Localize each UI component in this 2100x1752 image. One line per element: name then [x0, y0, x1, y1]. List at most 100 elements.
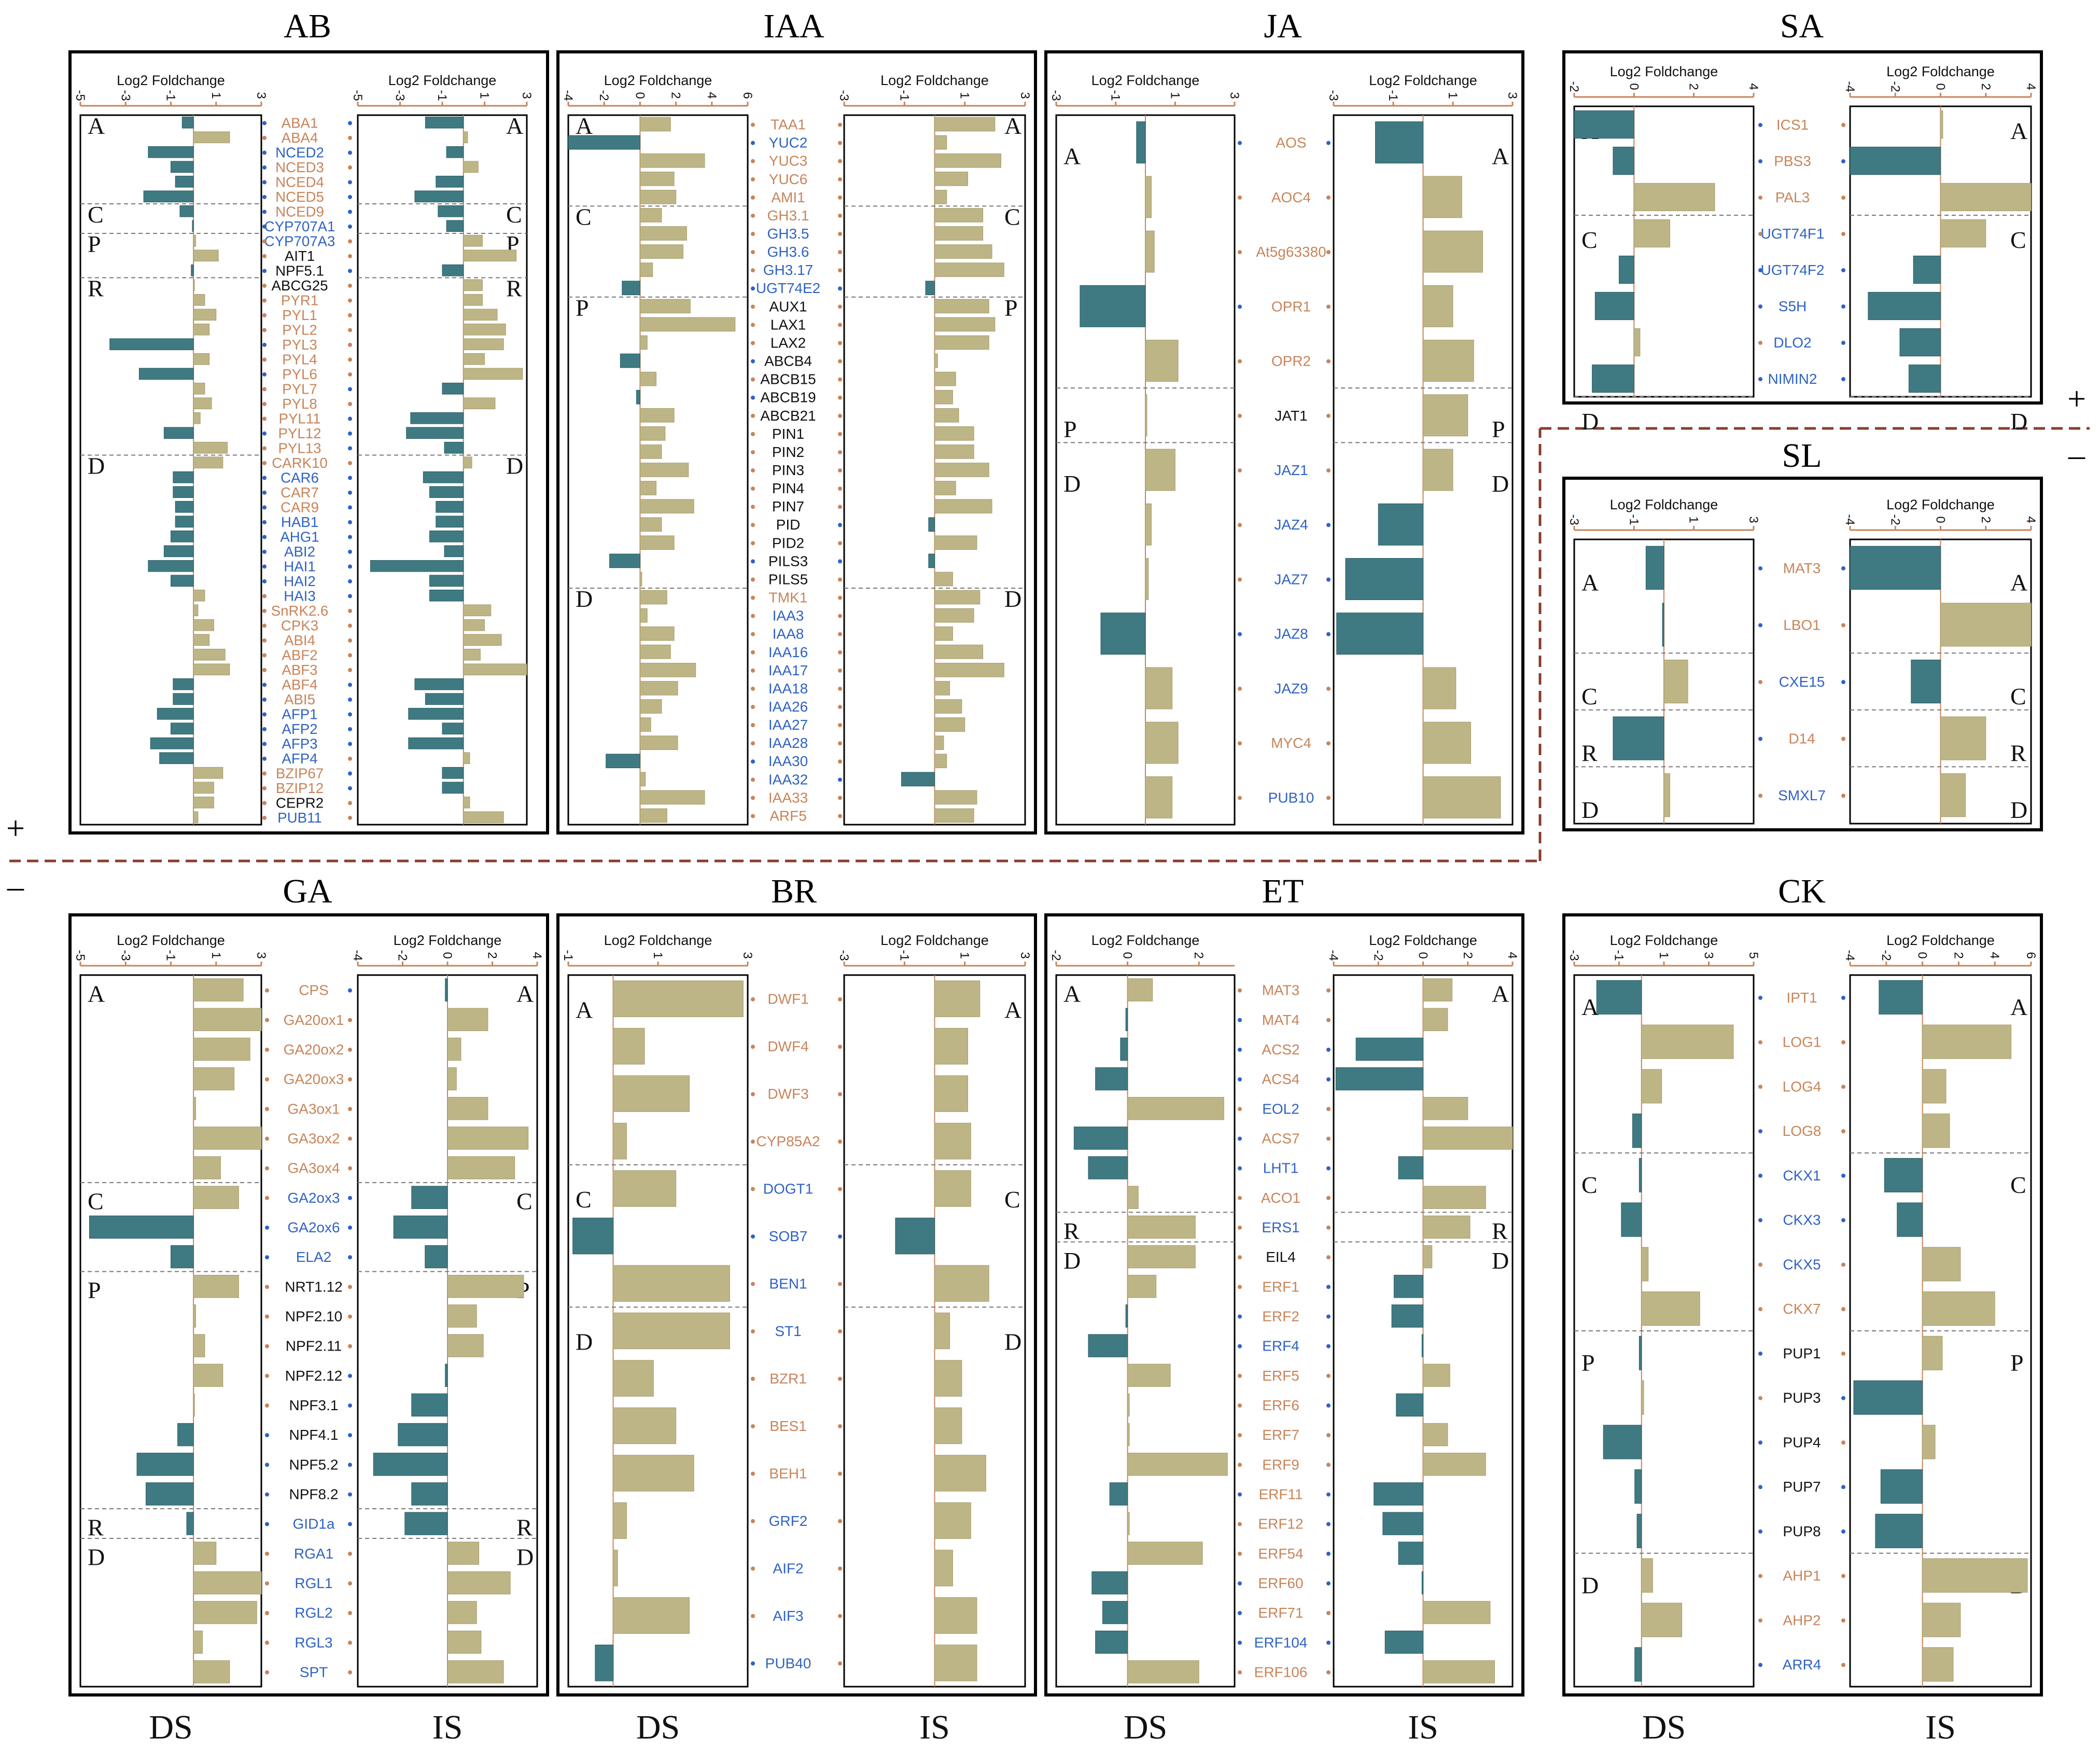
bar [411, 1393, 448, 1417]
significance-dot [751, 341, 755, 345]
panel-ds: Log2 Foldchange -3 -1 1 3 A P D [1049, 73, 1241, 826]
bar [1853, 1380, 1923, 1415]
significance-dot [751, 195, 755, 200]
gene-label: CKX5 [1783, 1256, 1821, 1272]
gene-label: CXE15 [1779, 674, 1825, 690]
gene-label: BEN1 [769, 1276, 807, 1292]
gene-label: YUC6 [769, 171, 808, 187]
gene-label: TAA1 [771, 117, 806, 133]
group-label: A [576, 996, 593, 1023]
bar [193, 412, 201, 424]
gene-label: JAZ1 [1274, 462, 1308, 478]
bar [447, 1156, 515, 1179]
bar [193, 1393, 195, 1417]
axis-caption: Log2 Foldchange [1886, 933, 1995, 948]
group-label: D [576, 586, 593, 612]
bar [1645, 546, 1664, 590]
bar [934, 735, 944, 750]
bar [1423, 285, 1453, 327]
bar [639, 463, 689, 477]
significance-dot [1758, 1663, 1762, 1667]
gene-label: ABCB4 [764, 353, 812, 369]
bar [639, 426, 666, 441]
bar [1336, 613, 1423, 655]
bar [639, 244, 683, 259]
bar [934, 1360, 962, 1397]
bar [1073, 1127, 1128, 1150]
significance-dot [838, 177, 842, 182]
significance-dot [1238, 141, 1242, 145]
gene-label: IAA26 [768, 699, 808, 715]
gene-label: NPF3.1 [289, 1397, 339, 1413]
significance-dot [838, 1661, 842, 1666]
gene-label: NPF8.2 [289, 1486, 339, 1502]
significance-dot [1758, 1574, 1762, 1578]
bar [159, 752, 194, 764]
gene-label: HAB1 [281, 514, 318, 530]
bar [1423, 230, 1483, 273]
bar [370, 560, 464, 572]
gene-label: ARR4 [1783, 1657, 1822, 1673]
tick-label: -2 [1049, 950, 1063, 961]
significance-dot [348, 712, 352, 717]
bar [463, 279, 483, 291]
significance-dot [262, 165, 267, 170]
gene-label: GA3ox1 [287, 1101, 340, 1117]
tick-label: 0 [1934, 516, 1948, 523]
bar [1127, 1186, 1139, 1209]
significance-dot [1326, 1018, 1331, 1022]
significance-dot [262, 594, 267, 599]
significance-dot [838, 1139, 842, 1144]
bar [398, 1423, 448, 1447]
gene-label: GH3.5 [767, 226, 809, 242]
chart-frame [68, 913, 549, 1697]
group-label: A [1063, 143, 1081, 170]
bar [193, 648, 226, 661]
significance-dot [751, 1519, 755, 1523]
significance-dot [1238, 1255, 1242, 1260]
significance-dot [751, 741, 755, 746]
bar [181, 116, 194, 129]
bar [429, 486, 464, 498]
bar [193, 619, 214, 631]
significance-dot [751, 668, 755, 673]
bar [1127, 1364, 1171, 1387]
significance-dot [1758, 1618, 1762, 1623]
significance-dot [265, 988, 269, 993]
bar [173, 678, 194, 690]
significance-dot [348, 1492, 352, 1497]
significance-dot [1326, 1433, 1331, 1438]
panel-is: Log2 Foldchange -3 -1 1 3 A C D [837, 933, 1032, 1688]
significance-dot [265, 1492, 269, 1497]
tick-label: -1 [164, 950, 178, 961]
group-label: C [1004, 1186, 1020, 1213]
axis-caption: Log2 Foldchange [1610, 64, 1718, 79]
significance-dot [262, 210, 267, 214]
significance-dot [751, 268, 755, 273]
significance-dot [348, 194, 352, 199]
significance-dot [751, 359, 755, 364]
significance-dot [1238, 1225, 1242, 1230]
significance-dot [1238, 413, 1242, 418]
bar [934, 754, 947, 769]
bar [436, 175, 464, 188]
panel-ds: Log2 Foldchange -3 -1 1 3 A C R D [1567, 497, 1760, 825]
gene-label: NPF2.11 [286, 1338, 342, 1354]
significance-dot [265, 1581, 269, 1586]
bar [1875, 1513, 1923, 1548]
bar [1423, 394, 1468, 437]
significance-dot [1758, 1040, 1762, 1045]
bar [436, 500, 464, 513]
significance-dot [262, 638, 267, 643]
gene-label: BZR1 [769, 1370, 807, 1386]
gene-label: PUB40 [765, 1655, 811, 1671]
panel-ds: Log2 Foldchange -4 -2 0 2 4 6 A C P D [561, 73, 754, 826]
significance-dot [348, 756, 352, 761]
bar [463, 634, 502, 646]
bar [1922, 1647, 1954, 1682]
gene-label: LOG8 [1783, 1123, 1822, 1139]
significance-dot [348, 210, 352, 214]
gene-label: PUP1 [1783, 1345, 1821, 1361]
tick-label: 2 [1687, 83, 1701, 90]
